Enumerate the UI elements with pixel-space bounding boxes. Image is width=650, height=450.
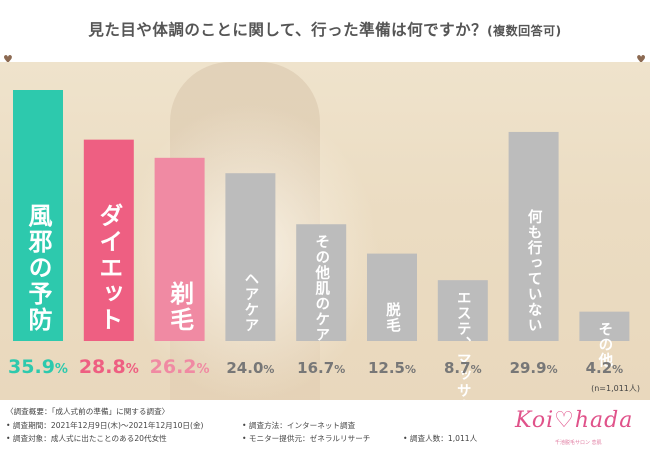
survey-summary: 〈調査概要：「成人式前の準備」に関する調査〉 — [6, 407, 170, 416]
survey-method: • 調査方法：インターネット調査 — [242, 421, 356, 430]
survey-period: • 調査期間：2021年12月9日(木)～2021年12月10日(金) — [6, 421, 204, 430]
bar-7 — [437, 280, 488, 341]
bar-9 — [579, 311, 630, 341]
chart-title-main: 見た目や体調のことに関して、行った準備は何ですか？ — [88, 21, 488, 39]
survey-target: • 調査対象：成人式に出たことのある20代女性 — [6, 434, 167, 443]
survey-footer: 〈調査概要：「成人式前の準備」に関する調査〉 • 調査期間：2021年12月9日… — [0, 400, 650, 450]
category-label-9: その他 — [596, 322, 613, 369]
logo-subtitle: 千池脱毛サロン 恋肌 — [555, 440, 602, 446]
logo-text: Koi♡hada — [515, 408, 634, 433]
category-label-1: 風邪の予防 — [24, 203, 53, 333]
value-label-5: 16.7% — [297, 359, 345, 377]
category-label-3: 剃毛 — [166, 280, 194, 333]
category-label-8: 何も行っていない — [526, 208, 543, 333]
value-label-2: 28.8% — [79, 356, 139, 378]
value-label-8: 29.9% — [510, 359, 558, 377]
category-label-5: その他肌のケア — [313, 234, 330, 343]
bar-2 — [83, 139, 134, 341]
value-label-1: 35.9% — [8, 356, 68, 378]
category-label-6: 脱毛 — [384, 301, 400, 333]
category-label-4: ヘアケア — [242, 271, 258, 333]
chart-title-suffix: (複数回答可) — [487, 24, 562, 38]
bar-3 — [154, 157, 205, 341]
survey-count: • 調査人数：1,011人 — [403, 434, 478, 443]
bar-6 — [367, 253, 417, 341]
chart-title: 見た目や体調のことに関して、行った準備は何ですか？(複数回答可) — [0, 18, 650, 40]
value-label-4: 24.0% — [226, 359, 274, 377]
value-label-7: 8.7% — [444, 359, 482, 377]
category-label-2: ダイエット — [95, 203, 123, 333]
bar-1 — [13, 90, 63, 341]
value-label-9: 4.2% — [586, 359, 624, 377]
bar-8 — [508, 131, 559, 341]
bar-4 — [225, 173, 276, 341]
category-label-7: エステ、マッサージ — [455, 290, 471, 430]
heart-icon-left: ♥ — [3, 53, 13, 66]
survey-provider: • モニター提供元：ゼネラルリサーチ — [242, 434, 371, 443]
sample-size-note: (n=1,011人) — [591, 384, 640, 393]
bar-5 — [296, 224, 347, 341]
heart-icon-right: ♥ — [636, 53, 646, 66]
value-label-3: 26.2% — [150, 356, 210, 378]
value-label-6: 12.5% — [368, 359, 416, 377]
header: 見た目や体調のことに関して、行った準備は何ですか？(複数回答可) — [0, 0, 650, 62]
koihada-logo: Koi♡hada 千池脱毛サロン 恋肌 — [515, 408, 645, 448]
